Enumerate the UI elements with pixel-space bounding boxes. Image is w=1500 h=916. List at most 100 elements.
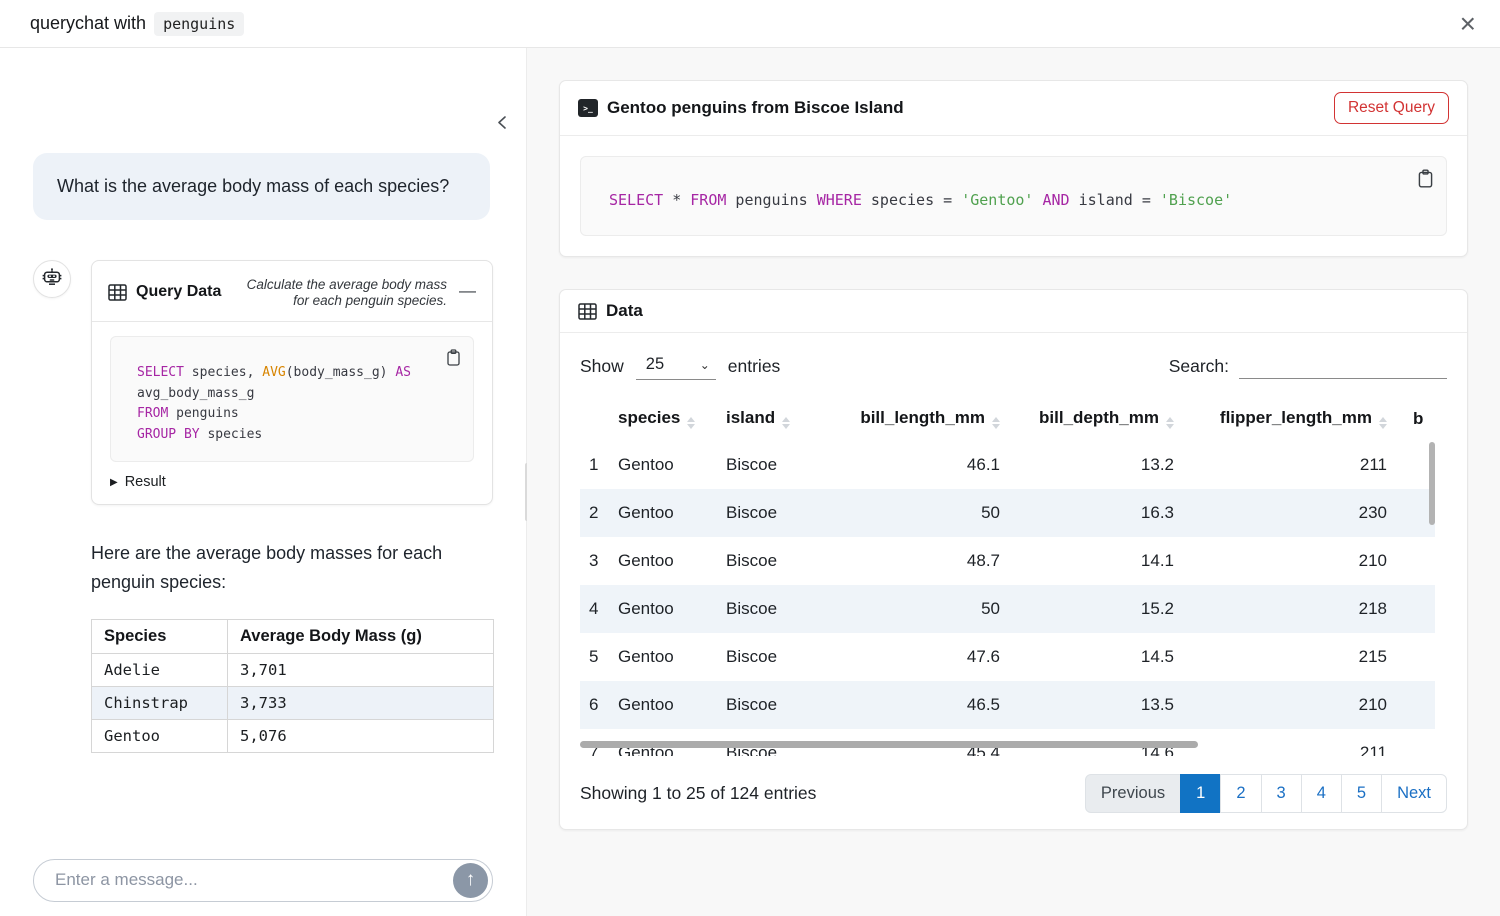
- sql-code-text: SELECT species, AVG(body_mass_g) AS avg_…: [111, 337, 473, 461]
- current-query-card: >_ Gentoo penguins from Biscoe Island Re…: [559, 80, 1468, 257]
- chat-message-list[interactable]: What is the average body mass of each sp…: [0, 48, 526, 844]
- table-icon: [108, 283, 127, 301]
- page-button-2[interactable]: 2: [1220, 774, 1262, 813]
- sql-code-block: SELECT species, AVG(body_mass_g) AS avg_…: [110, 336, 474, 463]
- column-header-bill_depth_mm[interactable]: bill_depth_mm: [1026, 398, 1198, 441]
- close-icon[interactable]: ×: [1459, 7, 1476, 39]
- table-row[interactable]: 4 Gentoo Biscoe 50 15.2 218: [580, 585, 1435, 633]
- table-cell: Biscoe: [726, 551, 778, 570]
- vertical-scrollbar[interactable]: [1429, 442, 1435, 525]
- page-button-4[interactable]: 4: [1300, 774, 1342, 813]
- terminal-icon: >_: [578, 99, 598, 117]
- sort-arrows-icon: [992, 417, 1000, 429]
- chat-message-input[interactable]: [33, 858, 493, 902]
- table-cell: 14.5: [1140, 647, 1174, 666]
- page-title: querychat with penguins: [30, 11, 245, 36]
- data-title-text: Data: [606, 301, 643, 320]
- sidebar-collapse-button[interactable]: [493, 112, 512, 133]
- sql-token: SELECT: [137, 365, 184, 380]
- page-length-control: Show 25 ⌄ entries: [580, 353, 780, 380]
- table-cell: 6: [589, 695, 599, 714]
- copy-icon[interactable]: [443, 346, 464, 369]
- table-row[interactable]: 3 Gentoo Biscoe 48.7 14.1 210: [580, 537, 1435, 585]
- query-card-body: SELECT * FROM penguins WHERE species = '…: [560, 136, 1467, 256]
- sql-token: species,: [183, 365, 263, 380]
- copy-icon[interactable]: [1414, 166, 1437, 191]
- table-row: Adelie 3,701: [91, 652, 494, 687]
- sql-token: species =: [861, 191, 962, 209]
- sql-token: species: [199, 426, 263, 442]
- sql-code-block: SELECT * FROM penguins WHERE species = '…: [580, 156, 1447, 236]
- tool-card-subtitle: Calculate the average body mass for each…: [246, 277, 447, 309]
- chevron-down-icon: ⌄: [699, 357, 710, 372]
- table-cell: 46.5: [966, 695, 1000, 714]
- sql-token: AS: [395, 365, 411, 380]
- collapse-minus-icon[interactable]: —: [457, 275, 478, 301]
- page-button-next[interactable]: Next: [1381, 774, 1447, 813]
- table-cell: 5,076: [227, 718, 494, 753]
- send-icon[interactable]: ↑: [453, 862, 488, 898]
- tool-card-title: Query Data: [108, 275, 221, 301]
- column-header-island[interactable]: island: [726, 398, 826, 441]
- table-cell: Gentoo: [91, 718, 228, 753]
- page-button-1[interactable]: 1: [1180, 774, 1222, 813]
- tool-card-title-text: Query Data: [136, 283, 222, 301]
- table-controls: Show 25 ⌄ entries Search:: [580, 353, 1447, 380]
- penguins-data-table: species island bill_length_mm bill_depth_mm…: [580, 398, 1435, 756]
- entries-label: entries: [727, 356, 781, 376]
- table-cell: [1413, 681, 1435, 729]
- table-cell: 50: [981, 503, 1000, 522]
- table-cell: 50: [981, 599, 1000, 618]
- tool-card-body: SELECT species, AVG(body_mass_g) AS avg_…: [92, 322, 492, 504]
- sql-token: (body_mass_g): [285, 365, 396, 380]
- table-header-row: Species Average Body Mass (g): [91, 618, 494, 654]
- data-card-title: Data: [578, 301, 643, 321]
- table-row[interactable]: 5 Gentoo Biscoe 47.6 14.5 215: [580, 633, 1435, 681]
- table-cell: Adelie: [91, 652, 228, 687]
- page-length-select[interactable]: 25 ⌄: [635, 353, 716, 380]
- table-cell: 211: [1359, 455, 1387, 474]
- data-table-card: Data Show 25 ⌄ entries: [559, 289, 1468, 830]
- horizontal-scrollbar[interactable]: [580, 741, 1198, 748]
- column-header: Average Body Mass (g): [227, 618, 494, 654]
- column-header-b: b: [1413, 408, 1424, 428]
- column-header-bill_length_mm[interactable]: bill_length_mm: [826, 398, 1026, 441]
- table-row[interactable]: 1 Gentoo Biscoe 46.1 13.2 211: [580, 441, 1435, 489]
- page-button-5[interactable]: 5: [1340, 774, 1383, 813]
- table-cell: Biscoe: [726, 647, 778, 666]
- table-row[interactable]: 2 Gentoo Biscoe 50 16.3 230: [580, 489, 1435, 537]
- sql-token: AND: [1042, 191, 1070, 209]
- page-button-3[interactable]: 3: [1260, 774, 1302, 813]
- table-cell: 48.7: [966, 551, 1000, 570]
- table-cell: 3: [589, 551, 599, 570]
- robot-avatar-icon: [33, 260, 71, 299]
- entries-status-text: Showing 1 to 25 of 124 entries: [580, 783, 817, 803]
- result-label: Result: [124, 474, 166, 491]
- sql-token: FROM: [137, 406, 169, 422]
- tool-card-header: Query Data Calculate the average body ma…: [92, 261, 492, 322]
- sql-token: GROUP BY: [137, 426, 200, 442]
- dataset-name-chip: penguins: [154, 11, 245, 36]
- table-cell: 230: [1358, 503, 1387, 522]
- answer-summary-table: Species Average Body Mass (g) Adelie 3,70…: [91, 618, 494, 753]
- table-search-input[interactable]: [1239, 354, 1447, 379]
- table-cell: 218: [1358, 599, 1387, 618]
- sql-token: FROM: [690, 191, 727, 209]
- query-card-title: >_ Gentoo penguins from Biscoe Island: [578, 98, 904, 118]
- search-label: Search:: [1168, 356, 1229, 376]
- table-search-control: Search:: [1168, 354, 1447, 379]
- result-disclosure[interactable]: ▶ Result: [110, 474, 474, 490]
- sql-code-text: SELECT * FROM penguins WHERE species = '…: [581, 157, 1446, 235]
- reset-query-button[interactable]: Reset Query: [1333, 92, 1449, 124]
- table-cell: 7: [589, 743, 599, 756]
- column-header-species[interactable]: species: [618, 398, 726, 441]
- table-row[interactable]: 6 Gentoo Biscoe 46.5 13.5 210: [580, 681, 1435, 729]
- table-cell: [1413, 585, 1435, 633]
- table-cell: 5: [589, 647, 599, 666]
- column-header-flipper_length_mm[interactable]: flipper_length_mm: [1198, 398, 1413, 441]
- assistant-answer-text: Here are the average body masses for eac…: [91, 543, 443, 592]
- table-cell: [1413, 729, 1435, 756]
- table-cell: Gentoo: [618, 455, 674, 474]
- sql-token: *: [663, 191, 691, 209]
